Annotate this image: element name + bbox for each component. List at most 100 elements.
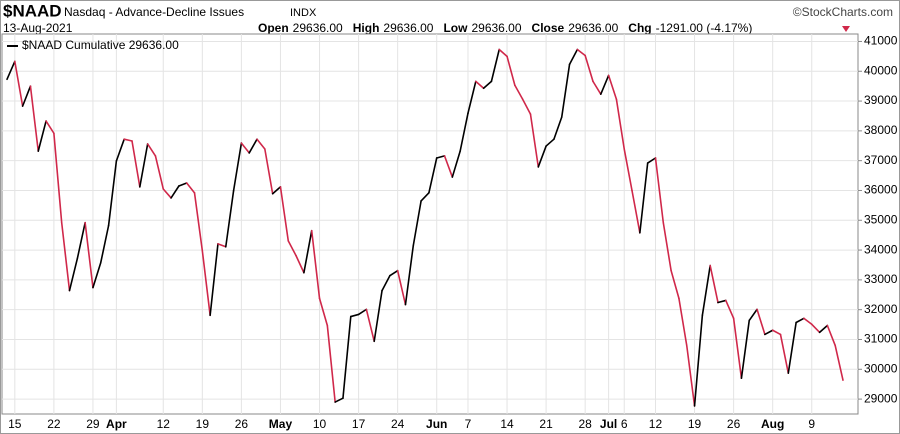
line-segment [131,140,141,188]
line-segment [545,138,555,147]
line-segment [599,74,610,96]
line-segment [537,145,547,168]
line-segment [498,48,508,58]
x-tick-label: 7 [465,417,472,431]
line-segment [568,48,579,66]
line-segment [467,80,477,115]
line-segment [342,315,352,400]
line-segment [732,317,743,380]
quote-value: 29636.00 [568,21,618,35]
line-segment [248,138,258,154]
y-tick-label: 37000 [864,153,898,167]
subtitle: Nasdaq - Advance-Decline Issues [64,5,244,19]
line-segment [826,324,836,347]
line-segment [381,274,391,292]
line-segment [412,200,422,247]
line-segment [654,157,665,224]
x-tick-label: 6 [621,417,628,431]
line-segment [748,308,758,322]
line-segment [717,299,727,304]
line-segment [303,229,313,274]
exchange: INDX [290,7,317,19]
x-tick-label: 19 [196,417,210,431]
line-segment [373,289,383,343]
x-tick-label: Jul [600,417,617,431]
line-segment [279,186,290,242]
y-tick-label: 32000 [864,302,898,316]
line-segment [670,269,680,300]
x-tick-label: 29 [86,417,100,431]
line-segment [68,257,79,292]
line-segment [365,308,376,343]
line-segment [170,185,180,199]
line-segment [232,142,243,192]
line-segment [154,155,165,190]
line-segment [693,314,704,407]
line-segment [264,148,274,195]
line-segment [560,63,571,118]
line-segment [631,189,641,234]
line-segment [771,329,782,336]
line-segment [779,333,790,374]
x-tick-label: Aug [761,417,784,431]
source: ©StockCharts.com [793,5,893,19]
y-tick-label: 39000 [864,93,898,107]
line-segment [795,317,805,324]
line-segment [201,249,211,317]
line-segment [607,74,618,101]
line-segment [396,269,407,306]
quote-label: High [353,21,380,35]
quote-value: -1291.00 (-4.17%) [656,21,753,35]
line-segment [435,155,446,159]
line-segment [84,221,94,289]
x-tick-label: 12 [649,417,663,431]
x-tick-label: 17 [352,417,366,431]
line-segment [115,138,125,162]
line-segment [14,60,24,107]
plot-area [1,33,859,415]
line-segment [646,157,657,164]
line-segment [193,192,204,252]
line-segment [740,319,751,380]
x-tick-label: 22 [47,417,61,431]
line-segment [678,297,688,347]
y-tick-label: 31000 [864,332,898,346]
line-segment [123,138,133,142]
line-segment [482,80,493,90]
line-segment [224,189,235,248]
line-segment [37,120,47,152]
line-segment [162,188,172,199]
y-tick-label: 30000 [864,361,898,375]
line-segment [389,269,399,277]
quote-label: Chg [628,21,651,35]
x-tick-label: 28 [578,417,592,431]
line-segment [107,160,118,227]
line-segment [756,308,766,336]
quote: Open 29636.00 High 29636.00 Low 29636.00 Close… [258,21,752,35]
line-segment [810,323,821,334]
y-tick-label: 41000 [864,34,898,48]
quote-value: 29636.00 [383,21,433,35]
x-tick-label: 15 [8,417,22,431]
line-segment [349,313,360,318]
line-segment [615,98,626,150]
x-tick-label: 10 [313,417,327,431]
line-segment [725,299,735,320]
line-segment [29,85,40,152]
y-tick-label: 29000 [864,391,898,405]
x-tick-label: 19 [688,417,702,431]
line-segment [529,113,540,168]
line-segment [287,240,297,257]
line-segment [178,182,188,187]
line-segment [60,221,71,292]
line-segment [764,329,774,336]
line-segment [53,132,63,224]
line-segment [474,80,485,90]
y-tick-label: 33000 [864,272,898,286]
line-segment [803,317,813,326]
line-segment [490,48,501,83]
x-tick-label: 21 [539,417,553,431]
x-tick-label: Apr [106,417,127,431]
line-segment [443,155,454,178]
